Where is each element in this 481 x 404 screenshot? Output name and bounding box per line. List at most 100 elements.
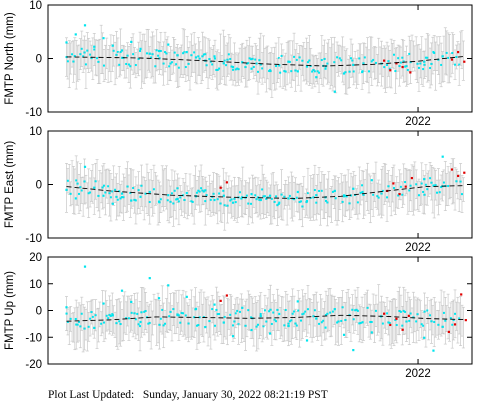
data-point-bg <box>230 198 233 201</box>
data-point-bg <box>251 57 254 60</box>
data-point-bg <box>208 320 211 323</box>
data-point-bg <box>159 49 162 52</box>
data-point-bg <box>134 64 137 67</box>
data-point-bg <box>90 57 93 60</box>
data-point-bg <box>280 193 283 196</box>
data-point-bg <box>223 204 226 207</box>
data-point-cyan <box>423 178 426 181</box>
data-point-bg <box>323 57 326 60</box>
data-point-bg <box>383 66 386 69</box>
data-point-bg <box>352 70 355 73</box>
data-point-bg <box>270 197 273 200</box>
data-point-bg <box>331 310 334 313</box>
data-point-bg <box>345 195 348 198</box>
data-point-bg <box>108 192 111 195</box>
data-point-bg <box>318 189 321 192</box>
data-point-cyan <box>185 295 188 298</box>
data-point-bg <box>121 196 124 199</box>
data-point-bg <box>155 49 158 52</box>
data-point-bg <box>359 191 362 194</box>
data-point-cyan <box>268 69 272 72</box>
data-point-cyan <box>213 198 216 202</box>
chart-east: -10 0 10 2022 FMTP East (mm) <box>4 126 473 254</box>
data-point-bg <box>218 67 221 70</box>
data-point-bg <box>259 313 262 316</box>
data-point-bg <box>234 312 237 315</box>
data-point-bg <box>213 57 216 60</box>
data-point-bg <box>284 308 287 311</box>
data-point-bg <box>219 202 222 205</box>
y-tick-label: 0 <box>36 306 42 318</box>
data-point-red <box>389 69 392 72</box>
data-point-red <box>457 50 460 54</box>
data-point-bg <box>250 58 253 61</box>
data-point-bg <box>458 317 461 320</box>
data-point-bg <box>356 309 359 312</box>
data-point-bg <box>404 181 407 184</box>
y-tick-label: -20 <box>25 359 42 371</box>
data-point-cyan <box>213 55 216 58</box>
data-point-bg <box>401 56 404 59</box>
data-point-red <box>392 182 395 185</box>
data-point-bg <box>66 179 69 182</box>
data-point-cyan <box>315 317 318 320</box>
trend-line <box>66 185 465 199</box>
data-point-bg <box>263 309 266 312</box>
data-point-bg <box>280 54 283 57</box>
data-point-cyan <box>83 265 87 268</box>
data-point-bg <box>127 63 130 66</box>
data-point-cyan <box>93 326 96 329</box>
plot-updated-label: Plot Last Updated: <box>48 389 135 401</box>
data-point-cyan <box>83 24 87 27</box>
data-point-bg <box>233 197 236 200</box>
data-point-bg <box>387 60 390 63</box>
data-point-bg <box>275 65 278 68</box>
data-point-red <box>404 185 407 188</box>
data-point-bg <box>162 62 165 65</box>
data-point-bg <box>213 324 216 327</box>
data-point-cyan <box>305 199 309 203</box>
y-tick-label: 20 <box>29 252 42 264</box>
data-point-bg <box>313 309 316 312</box>
data-point-bg <box>355 308 358 311</box>
data-point-bg <box>381 189 384 192</box>
data-point-bg <box>118 320 121 323</box>
data-point-cyan <box>287 324 290 328</box>
data-point-bg <box>177 314 180 317</box>
data-point-bg <box>374 61 377 64</box>
data-point-bg <box>430 320 433 323</box>
data-point-bg <box>444 319 447 322</box>
data-point-bg <box>93 48 96 51</box>
data-point-bg <box>182 52 185 55</box>
data-point-bg <box>302 312 305 315</box>
data-point-bg <box>247 202 250 205</box>
data-point-cyan <box>250 193 253 196</box>
data-point-bg <box>276 308 279 311</box>
data-point-bg <box>87 325 90 328</box>
data-point-bg <box>83 51 86 54</box>
data-point-bg <box>404 310 407 313</box>
data-point-bg <box>179 321 182 324</box>
data-point-bg <box>83 327 86 330</box>
y-tick-label: 0 <box>36 180 42 192</box>
data-point-bg <box>309 65 312 68</box>
data-point-cyan <box>194 307 198 310</box>
data-point-bg <box>354 309 357 312</box>
data-point-red <box>219 186 222 189</box>
data-point-bg <box>387 321 390 324</box>
data-point-bg <box>447 56 450 59</box>
data-point-bg <box>326 312 329 315</box>
data-point-bg <box>381 322 384 325</box>
data-point-cyan <box>102 37 105 40</box>
data-point-red <box>395 62 398 65</box>
data-point-bg <box>369 321 372 324</box>
data-point-bg <box>312 315 315 318</box>
data-point-bg <box>417 66 420 69</box>
data-point-bg <box>430 62 433 65</box>
data-point-bg <box>313 189 316 192</box>
data-point-bg <box>266 196 269 199</box>
data-point-bg <box>258 198 261 201</box>
data-point-bg <box>134 318 137 321</box>
data-point-bg <box>80 47 83 50</box>
data-point-cyan <box>241 61 244 64</box>
